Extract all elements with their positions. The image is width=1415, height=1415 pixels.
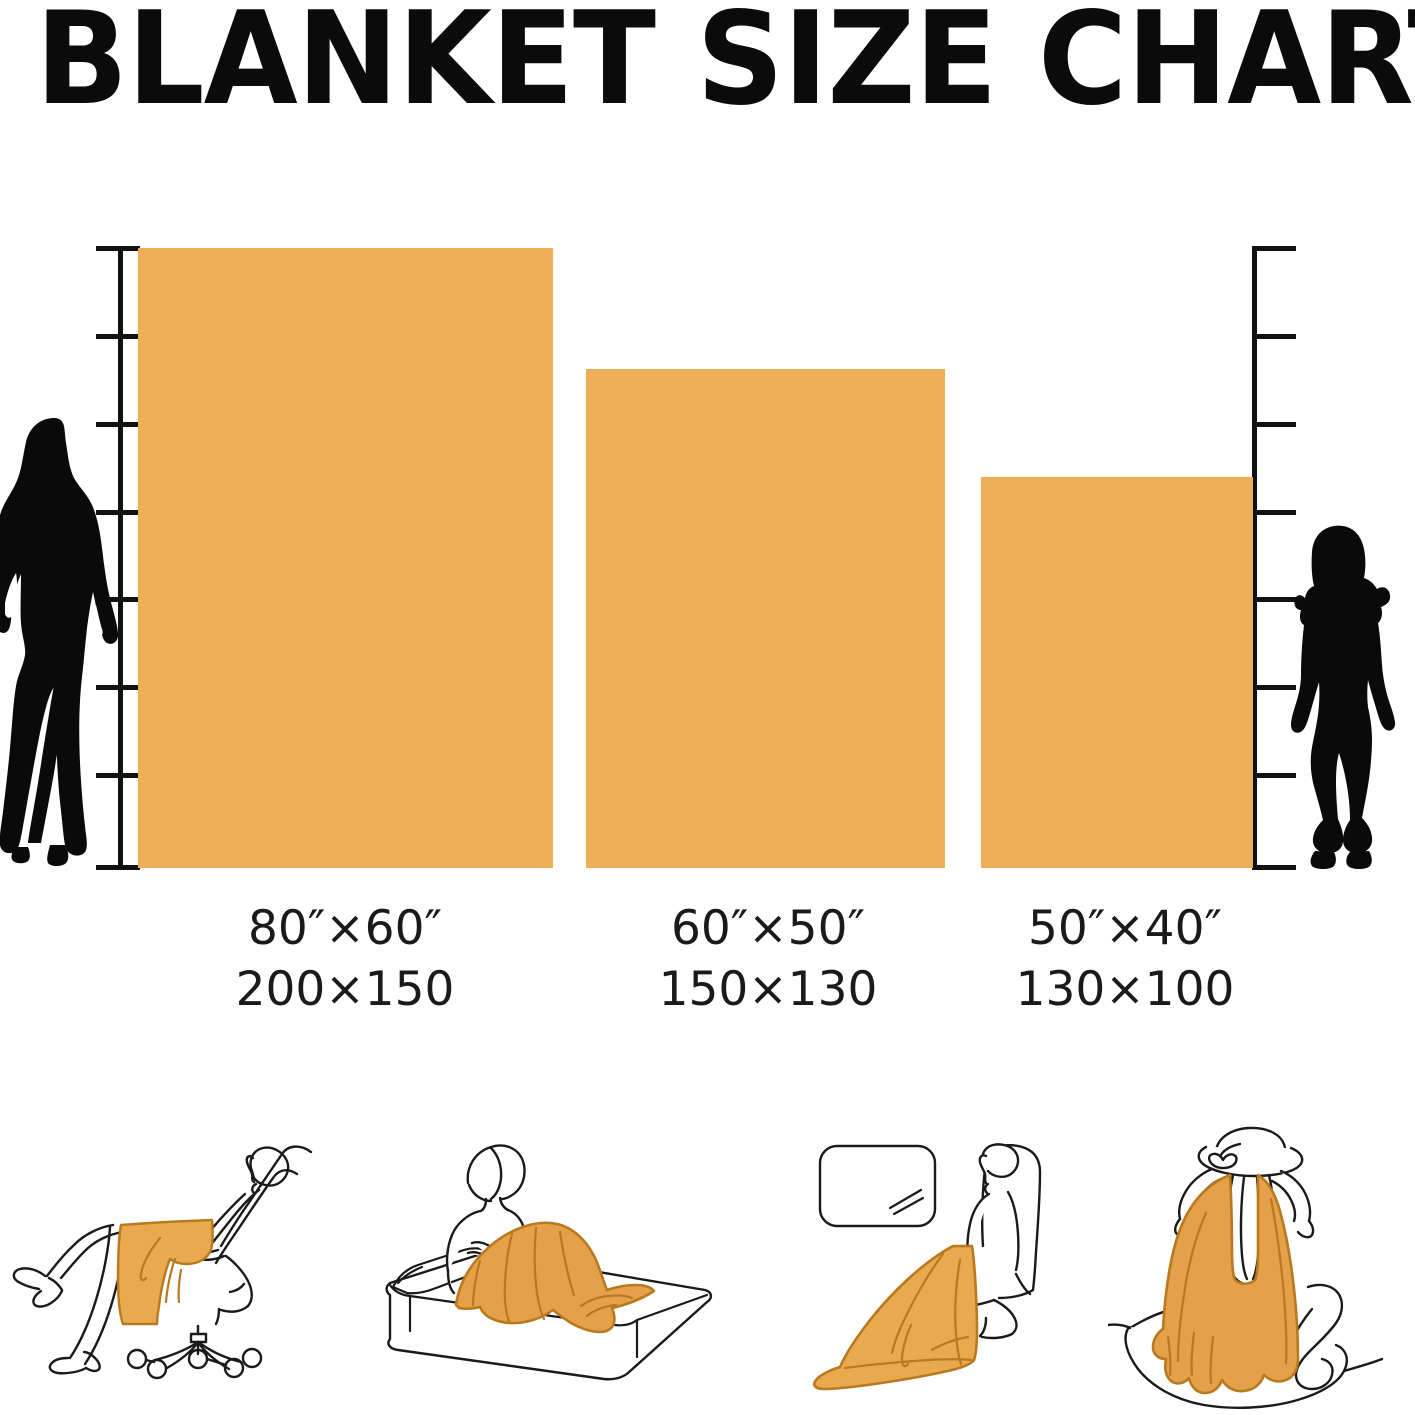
scene-office-chair-lap-blanket: [5, 1128, 355, 1413]
right-ruler-tick: [1252, 865, 1296, 870]
left-ruler-tick: [96, 597, 140, 602]
right-ruler-tick: [1252, 597, 1296, 602]
left-ruler-tick: [96, 865, 140, 870]
left-ruler-tick: [96, 422, 140, 427]
size-label-imperial: 60″×50″: [670, 901, 866, 956]
right-ruler-tick: [1252, 334, 1296, 339]
scene-bed-blanket-spread: [360, 1135, 735, 1415]
right-ruler-tick: [1252, 510, 1296, 515]
size-label-metric: 200×150: [235, 962, 455, 1018]
right-ruler-tick: [1252, 246, 1296, 251]
left-ruler-axis: [118, 246, 123, 870]
size-label-50x40: 50″×40″ 130×100: [910, 898, 1340, 1020]
bar-60x50: [586, 369, 945, 868]
scene-picnic-outdoor-blanket: [1108, 1125, 1408, 1415]
left-ruler-tick: [96, 334, 140, 339]
right-ruler-axis: [1252, 246, 1257, 870]
size-label-metric: 150×130: [658, 962, 878, 1018]
size-label-imperial: 50″×40″: [1027, 901, 1223, 956]
left-ruler-tick: [96, 246, 140, 251]
size-label-imperial: 80″×60″: [247, 901, 443, 956]
scene-airplane-seat-blanket: [790, 1132, 1090, 1415]
bar-50x40: [981, 477, 1253, 868]
page-title: BLANKET SIZE CHART: [35, 0, 1415, 134]
right-ruler-tick: [1252, 773, 1296, 778]
size-comparison-chart: 80″×60″ 200×150 60″×50″ 150×130 50″×40″ …: [0, 246, 1408, 1020]
adult-woman-silhouette: [0, 415, 122, 870]
bar-80x60: [138, 248, 553, 868]
right-ruler-tick: [1252, 422, 1296, 427]
left-ruler-tick: [96, 685, 140, 690]
size-label-80x60: 80″×60″ 200×150: [130, 898, 560, 1020]
right-ruler-tick: [1252, 685, 1296, 690]
size-label-metric: 130×100: [1015, 962, 1235, 1018]
size-label-60x50: 60″×50″ 150×130: [553, 898, 983, 1020]
left-ruler-tick: [96, 510, 140, 515]
left-ruler-tick: [96, 773, 140, 778]
child-silhouette: [1288, 522, 1408, 870]
